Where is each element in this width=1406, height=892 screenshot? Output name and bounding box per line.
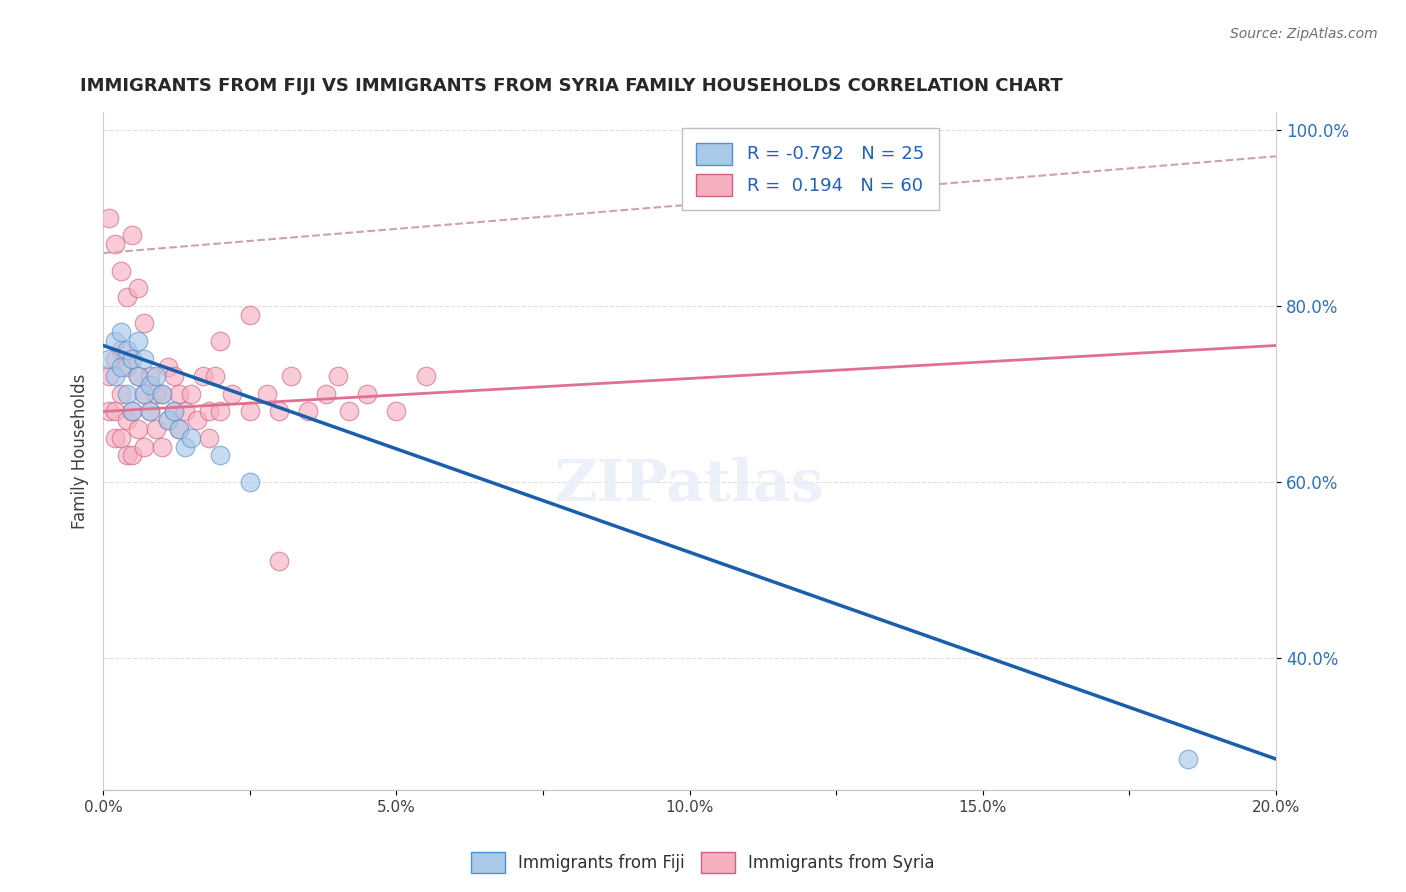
Point xyxy=(415,369,437,384)
Text: Source: ZipAtlas.com: Source: ZipAtlas.com xyxy=(1230,27,1378,41)
Point xyxy=(156,360,179,375)
Point xyxy=(209,404,232,418)
Point xyxy=(134,387,156,401)
Point xyxy=(98,351,121,366)
Point xyxy=(197,431,219,445)
Point xyxy=(134,440,156,454)
Point xyxy=(150,387,173,401)
Point xyxy=(356,387,378,401)
Point xyxy=(127,369,149,384)
Point xyxy=(209,449,232,463)
Point xyxy=(121,351,143,366)
Point xyxy=(139,404,162,418)
Point xyxy=(110,263,132,277)
Point xyxy=(1177,752,1199,766)
Point xyxy=(110,325,132,339)
Point xyxy=(110,343,132,357)
Point xyxy=(139,404,162,418)
Point xyxy=(297,404,319,418)
Point xyxy=(115,360,138,375)
Point xyxy=(169,422,191,436)
Point xyxy=(326,369,349,384)
Point xyxy=(162,404,184,418)
Point xyxy=(121,351,143,366)
Point xyxy=(110,431,132,445)
Point xyxy=(134,387,156,401)
Point xyxy=(156,413,179,427)
Point xyxy=(239,475,262,489)
Point xyxy=(104,334,127,348)
Point xyxy=(115,413,138,427)
Point xyxy=(127,422,149,436)
Point xyxy=(267,554,290,568)
Point xyxy=(104,431,127,445)
Point xyxy=(162,404,184,418)
Point xyxy=(174,404,197,418)
Point xyxy=(169,387,191,401)
Y-axis label: Family Households: Family Households xyxy=(72,374,89,529)
Point xyxy=(139,378,162,392)
Point xyxy=(169,422,191,436)
Text: ZIPatlas: ZIPatlas xyxy=(555,457,824,513)
Point xyxy=(121,449,143,463)
Point xyxy=(104,237,127,252)
Point xyxy=(186,413,208,427)
Point xyxy=(98,369,121,384)
Point xyxy=(104,404,127,418)
Point xyxy=(180,387,202,401)
Point xyxy=(121,404,143,418)
Point xyxy=(104,369,127,384)
Point xyxy=(150,387,173,401)
Legend: Immigrants from Fiji, Immigrants from Syria: Immigrants from Fiji, Immigrants from Sy… xyxy=(465,846,941,880)
Point xyxy=(174,440,197,454)
Point xyxy=(115,343,138,357)
Point xyxy=(145,369,167,384)
Point xyxy=(256,387,278,401)
Point xyxy=(162,369,184,384)
Point xyxy=(127,369,149,384)
Point xyxy=(134,317,156,331)
Point xyxy=(110,360,132,375)
Point xyxy=(121,404,143,418)
Point xyxy=(127,281,149,295)
Point xyxy=(110,387,132,401)
Point xyxy=(104,351,127,366)
Point xyxy=(385,404,408,418)
Point xyxy=(121,228,143,243)
Point xyxy=(139,369,162,384)
Point xyxy=(145,422,167,436)
Point xyxy=(204,369,226,384)
Point xyxy=(180,431,202,445)
Point xyxy=(115,290,138,304)
Point xyxy=(315,387,337,401)
Point xyxy=(115,387,138,401)
Text: IMMIGRANTS FROM FIJI VS IMMIGRANTS FROM SYRIA FAMILY HOUSEHOLDS CORRELATION CHAR: IMMIGRANTS FROM FIJI VS IMMIGRANTS FROM … xyxy=(80,78,1063,95)
Point xyxy=(239,404,262,418)
Point xyxy=(127,334,149,348)
Point xyxy=(150,440,173,454)
Point xyxy=(209,334,232,348)
Point xyxy=(156,413,179,427)
Point xyxy=(267,404,290,418)
Point xyxy=(134,351,156,366)
Point xyxy=(280,369,302,384)
Point xyxy=(98,211,121,225)
Point xyxy=(239,308,262,322)
Point xyxy=(191,369,214,384)
Point xyxy=(98,404,121,418)
Point xyxy=(339,404,361,418)
Point xyxy=(115,449,138,463)
Legend: R = -0.792   N = 25, R =  0.194   N = 60: R = -0.792 N = 25, R = 0.194 N = 60 xyxy=(682,128,939,210)
Point xyxy=(221,387,243,401)
Point xyxy=(145,387,167,401)
Point xyxy=(197,404,219,418)
